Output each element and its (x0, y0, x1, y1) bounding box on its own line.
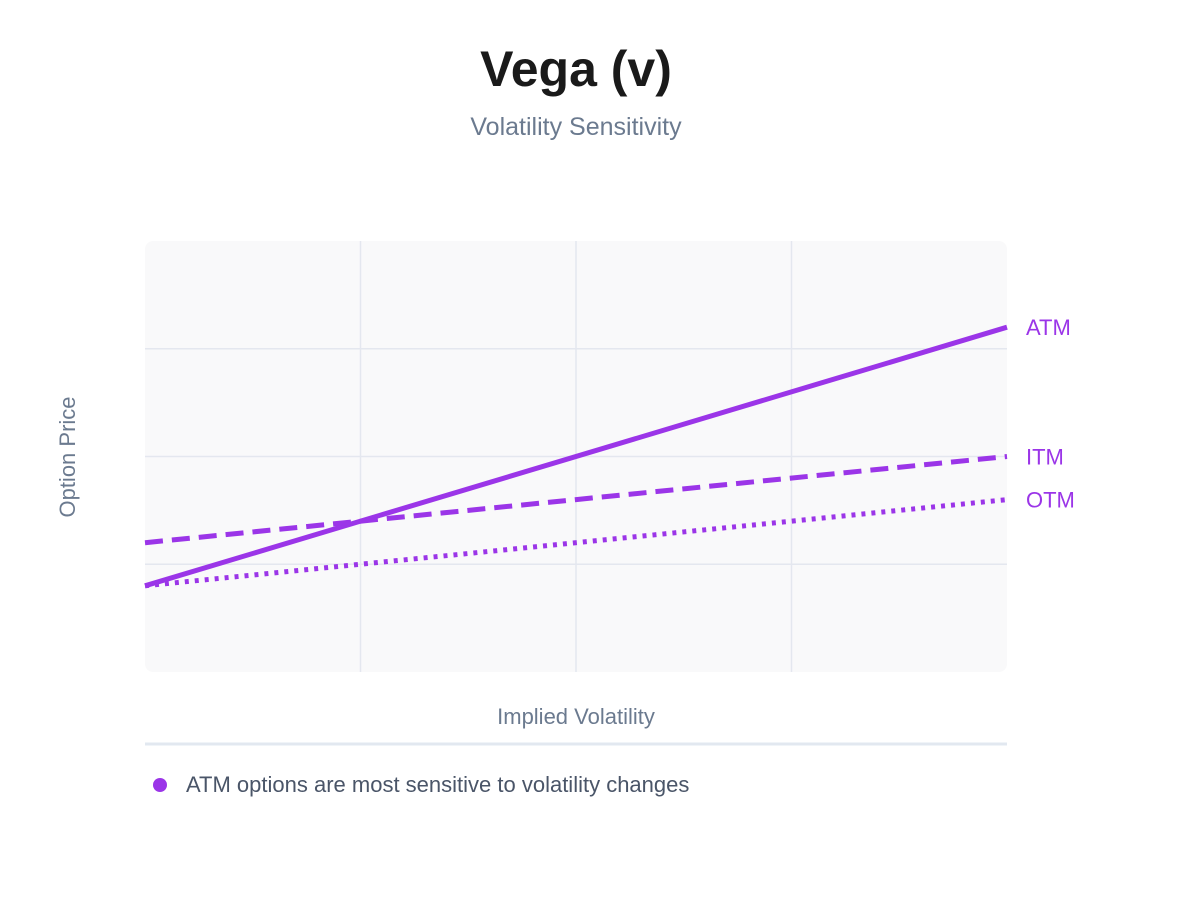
series-label-otm: OTM (1026, 488, 1075, 513)
series-line-atm (144, 324, 1008, 589)
series-lines (144, 324, 1008, 589)
chart-subtitle: Volatility Sensitivity (470, 113, 682, 141)
chart-title: Vega (v) (480, 41, 672, 97)
series-line-otm (144, 497, 1008, 589)
series-labels: ATM ITM OTM (1026, 315, 1075, 512)
series-line-itm (144, 454, 1008, 546)
legend-dot (153, 778, 167, 792)
y-axis-label: Option Price (55, 396, 80, 517)
legend-note-text: ATM options are most sensitive to volati… (186, 772, 690, 797)
x-axis-label: Implied Volatility (497, 704, 655, 729)
series-label-atm: ATM (1026, 315, 1071, 340)
series-label-itm: ITM (1026, 445, 1064, 470)
legend-note: ATM options are most sensitive to volati… (153, 772, 689, 798)
